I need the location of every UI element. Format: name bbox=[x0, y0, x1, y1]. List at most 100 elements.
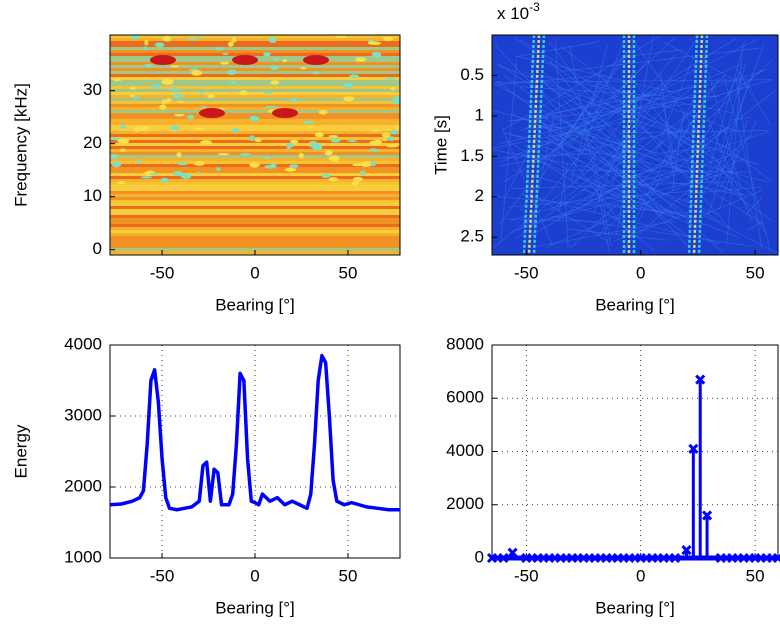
heatmap-speck bbox=[140, 125, 150, 132]
heatmap-speck bbox=[229, 81, 236, 84]
heatmap-speck bbox=[321, 173, 331, 178]
heatmap-streak bbox=[661, 99, 679, 173]
heatmap-speck bbox=[264, 91, 272, 95]
heatmap-speck bbox=[222, 52, 229, 55]
x-tick-label: 50 bbox=[746, 263, 765, 282]
y-tick-label: 10 bbox=[83, 186, 102, 205]
plot-frame bbox=[109, 34, 401, 256]
y-tick-label: 30 bbox=[83, 80, 102, 99]
heatmap-streak bbox=[505, 139, 594, 194]
heatmap-streak bbox=[736, 68, 772, 126]
heatmap-speck bbox=[268, 37, 277, 43]
heatmap-stripe bbox=[110, 218, 400, 221]
heatmap-streak bbox=[705, 40, 746, 182]
heatmap-speck bbox=[206, 94, 215, 99]
y-tick-label: 1000 bbox=[64, 547, 102, 566]
heatmap-streak bbox=[550, 121, 658, 212]
heatmap-ridge bbox=[527, 35, 541, 255]
heatmap-streak bbox=[521, 193, 720, 244]
heatmap-speck bbox=[314, 132, 324, 138]
x-axis-label: Bearing [°] bbox=[215, 295, 295, 314]
y-multiplier-exponent: -3 bbox=[529, 0, 540, 14]
heatmap-speck bbox=[263, 52, 271, 57]
heatmap-speck bbox=[193, 160, 205, 166]
x-axis-label: Bearing [°] bbox=[595, 295, 675, 314]
heatmap-speck bbox=[383, 36, 394, 41]
heatmap-speck bbox=[240, 153, 251, 156]
heatmap-streak bbox=[584, 93, 652, 117]
heatmap-streak bbox=[507, 79, 731, 122]
heatmap-stripe bbox=[110, 185, 400, 188]
heatmap-streak bbox=[504, 75, 655, 190]
heatmap-streak bbox=[500, 125, 710, 167]
heatmap-speck bbox=[386, 144, 398, 148]
heatmap-image bbox=[492, 35, 778, 255]
heatmap-streak bbox=[528, 111, 691, 239]
heatmap-streak bbox=[549, 60, 663, 214]
heatmap-streak bbox=[497, 74, 607, 86]
heatmap-streak bbox=[598, 155, 705, 226]
heatmap-speck bbox=[282, 59, 288, 63]
heatmap-streak bbox=[746, 220, 763, 232]
heatmap-stripe bbox=[110, 68, 400, 71]
heatmap-stripe bbox=[110, 194, 400, 197]
heatmap-speck bbox=[231, 37, 237, 43]
heatmap-streak bbox=[515, 41, 599, 58]
heatmap-stripe bbox=[110, 167, 400, 170]
y-multiplier: x 10-3 bbox=[497, 0, 540, 23]
heatmap-peak bbox=[199, 108, 225, 118]
heatmap-speck bbox=[200, 140, 212, 145]
heatmap-streak bbox=[621, 45, 636, 194]
heatmap-speck bbox=[382, 132, 391, 138]
heatmap-streak bbox=[502, 218, 610, 223]
heatmap-peak bbox=[150, 55, 176, 65]
heatmap-stripe bbox=[110, 155, 400, 158]
heatmap-stripe bbox=[110, 38, 400, 41]
y-tick-label: 2.5 bbox=[460, 227, 484, 246]
heatmap-speck bbox=[220, 61, 229, 65]
heatmap-speck bbox=[170, 125, 180, 131]
heatmap-speck bbox=[265, 105, 278, 109]
heatmap-speck bbox=[360, 170, 366, 176]
heatmap-speck bbox=[263, 156, 271, 160]
heatmap-speck bbox=[117, 180, 126, 185]
heatmap-speck bbox=[347, 140, 358, 143]
heatmap-stripe bbox=[110, 233, 400, 236]
x-axis-label: Bearing [°] bbox=[215, 598, 295, 617]
heatmap-streak bbox=[721, 144, 772, 182]
heatmap-speck bbox=[328, 177, 339, 182]
heatmap-speck bbox=[309, 141, 318, 144]
y-axis-label: Time [s] bbox=[431, 115, 450, 175]
heatmap-speck bbox=[264, 165, 276, 169]
heatmap-speck bbox=[227, 41, 234, 47]
heatmap-speck bbox=[352, 177, 364, 182]
heatmap-speck bbox=[133, 95, 139, 99]
stem-marker bbox=[702, 510, 713, 521]
heatmap-streak bbox=[529, 170, 734, 225]
heatmap-speck bbox=[140, 176, 153, 179]
heatmap-streak bbox=[509, 154, 733, 233]
y-tick-label: 0 bbox=[475, 547, 484, 566]
heatmap-stripe bbox=[110, 80, 400, 83]
heatmap-speck bbox=[390, 86, 396, 91]
heatmap-speck bbox=[133, 126, 141, 133]
y-multiplier-base: x 10 bbox=[497, 4, 529, 23]
heatmap-ridge bbox=[692, 35, 704, 255]
heatmap-stripe bbox=[110, 128, 400, 131]
heatmap-speck bbox=[154, 42, 165, 48]
heatmap-stripe bbox=[110, 101, 400, 104]
heatmap-stripe bbox=[110, 221, 400, 224]
heatmap-streak bbox=[570, 59, 773, 249]
heatmap-streak bbox=[656, 74, 726, 148]
y-tick-label: 1.5 bbox=[460, 146, 484, 165]
heatmap-speck bbox=[144, 40, 149, 46]
heatmap-speck bbox=[111, 161, 122, 168]
heatmap-stripe bbox=[110, 143, 400, 146]
heatmap-stripe bbox=[110, 245, 400, 248]
heatmap-streak bbox=[661, 147, 713, 154]
heatmap-speck bbox=[172, 171, 184, 177]
heatmap-streak bbox=[509, 103, 691, 122]
y-tick-label: 6000 bbox=[446, 388, 484, 407]
heatmap-stripe bbox=[110, 86, 400, 89]
heatmap-stripe bbox=[110, 227, 400, 230]
